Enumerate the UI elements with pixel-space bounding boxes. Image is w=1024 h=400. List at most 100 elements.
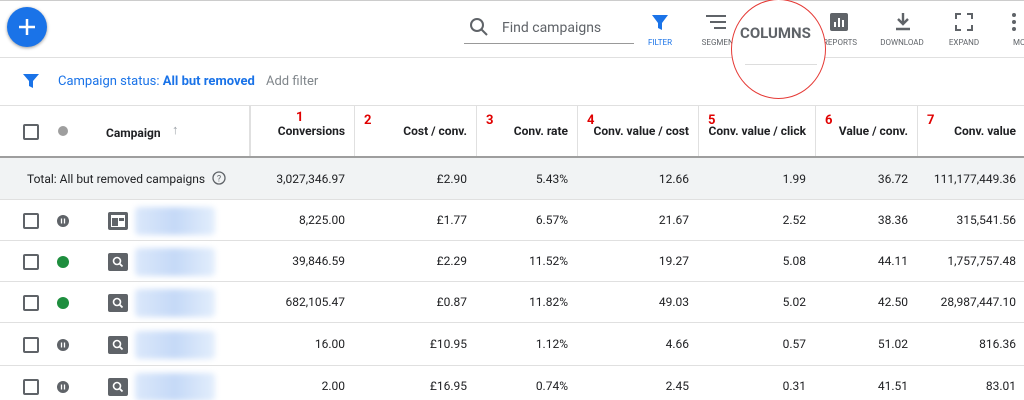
data-cell: 0.74% [535, 378, 568, 393]
data-cell: 83.01 [985, 378, 1016, 393]
add-button[interactable] [7, 7, 47, 47]
more-icon [1012, 13, 1016, 31]
total-cell: 1.99 [782, 172, 806, 186]
callout-circle [731, 0, 826, 99]
top-border [0, 0, 1024, 1]
data-cell: 1,757,757.48 [947, 253, 1016, 268]
data-cell: £0.87 [436, 294, 467, 309]
expand-icon [955, 13, 973, 31]
column-divider [354, 106, 355, 156]
data-cell: 41.51 [877, 378, 908, 393]
annotation-number: 6 [825, 113, 833, 128]
data-cell: 5.08 [782, 253, 806, 268]
divider [0, 57, 1024, 58]
data-cell: 19.27 [658, 253, 689, 268]
data-cell: 0.57 [782, 336, 806, 351]
filter-value: All but removed [162, 74, 255, 89]
data-cell: 11.82% [529, 294, 568, 309]
column-divider [917, 106, 918, 156]
blurred-name [135, 372, 215, 400]
type-icon [108, 335, 128, 354]
search-input[interactable]: Find campaigns [502, 20, 602, 36]
campaign-header[interactable]: Campaign [106, 126, 161, 140]
status-icon [57, 338, 69, 351]
data-cell: 44.11 [877, 253, 908, 268]
column-header[interactable]: Conv. value / cost [593, 124, 689, 138]
search-glyph [112, 381, 124, 392]
column-header[interactable]: Conversions [277, 124, 345, 138]
total-cell: 12.66 [658, 172, 689, 186]
svg-text:?: ? [217, 175, 221, 185]
display-glyph [111, 214, 125, 227]
row-divider [0, 322, 1024, 323]
status-header-dot [58, 126, 68, 136]
data-cell: 42.50 [877, 294, 908, 309]
data-cell: £2.29 [436, 253, 467, 268]
search-icon [470, 18, 488, 36]
row-checkbox[interactable] [23, 336, 39, 353]
column-header[interactable]: Conv. value / click [708, 124, 807, 138]
total-row-bg [0, 158, 1024, 199]
toolbar-button[interactable]: SEGMENT [701, 38, 739, 47]
select-all-checkbox[interactable] [23, 124, 39, 140]
data-cell: 1.12% [535, 336, 568, 351]
pause-glyph [60, 218, 66, 223]
column-header[interactable]: Value / conv. [838, 124, 908, 138]
data-cell: 39,846.59 [292, 253, 345, 268]
data-cell: 2.45 [665, 378, 689, 393]
data-cell: 682,105.47 [285, 294, 345, 309]
data-cell: 816.36 [979, 336, 1016, 351]
data-cell: 21.67 [658, 212, 689, 227]
segment-icon [706, 15, 726, 29]
toolbar-button[interactable]: EXPAND [948, 38, 980, 47]
header-bottom [0, 156, 1024, 158]
blurred-name [135, 206, 215, 235]
toolbar-button[interactable]: MORE [1013, 38, 1024, 47]
toolbar-button[interactable]: DOWNLOAD [880, 38, 924, 47]
toolbar-button[interactable]: REPORTS [822, 38, 858, 47]
column-divider [815, 106, 816, 156]
column-divider [250, 106, 251, 156]
column-divider [249, 106, 250, 156]
sort-arrow: ↑ [172, 123, 179, 138]
data-cell: 28,987,447.10 [940, 294, 1016, 309]
status-icon [57, 296, 69, 309]
data-cell: 38.36 [877, 212, 908, 227]
row-checkbox[interactable] [23, 253, 39, 270]
add-filter[interactable]: Add filter [266, 74, 319, 89]
row-divider [0, 199, 1024, 200]
download-icon [896, 13, 910, 31]
column-header[interactable]: Conv. value [954, 124, 1016, 138]
toolbar-button[interactable]: FILTER [647, 38, 673, 47]
total-cell: 5.43% [535, 172, 568, 186]
annotation-number: 7 [927, 113, 935, 128]
row-checkbox[interactable] [23, 212, 39, 229]
total-cell: 111,177,449.36 [933, 172, 1016, 186]
search-glyph [112, 256, 124, 267]
type-icon [108, 293, 128, 312]
column-divider [698, 106, 699, 156]
total-label: Total: All but removed campaigns [27, 172, 206, 186]
pause-glyph [60, 342, 66, 347]
type-icon [108, 252, 128, 271]
status-icon [57, 255, 69, 268]
column-header[interactable]: Conv. rate [513, 124, 568, 138]
data-cell: 4.66 [665, 336, 689, 351]
data-cell: 0.31 [782, 378, 806, 393]
row-checkbox[interactable] [23, 294, 39, 311]
row-checkbox[interactable] [23, 378, 39, 395]
annotation-number: 3 [486, 113, 494, 128]
annotation-number: 5 [708, 113, 716, 128]
total-cell: 36.72 [877, 172, 908, 186]
annotation-number: 1 [296, 110, 304, 125]
search-underline [464, 43, 634, 44]
filter-chip[interactable]: Campaign status: All but removed [58, 74, 255, 89]
columns-button[interactable]: COLUMNS [740, 24, 811, 42]
data-cell: 5.02 [782, 294, 806, 309]
data-cell: 49.03 [658, 294, 689, 309]
data-cell: 2.00 [321, 378, 345, 393]
status-icon [57, 214, 69, 227]
type-icon [108, 211, 128, 230]
column-header[interactable]: Cost / conv. [403, 124, 467, 138]
blurred-name [135, 330, 215, 359]
